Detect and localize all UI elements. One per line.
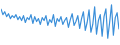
plot-area <box>1 5 119 38</box>
line-series <box>1 5 119 38</box>
chart <box>0 0 120 45</box>
